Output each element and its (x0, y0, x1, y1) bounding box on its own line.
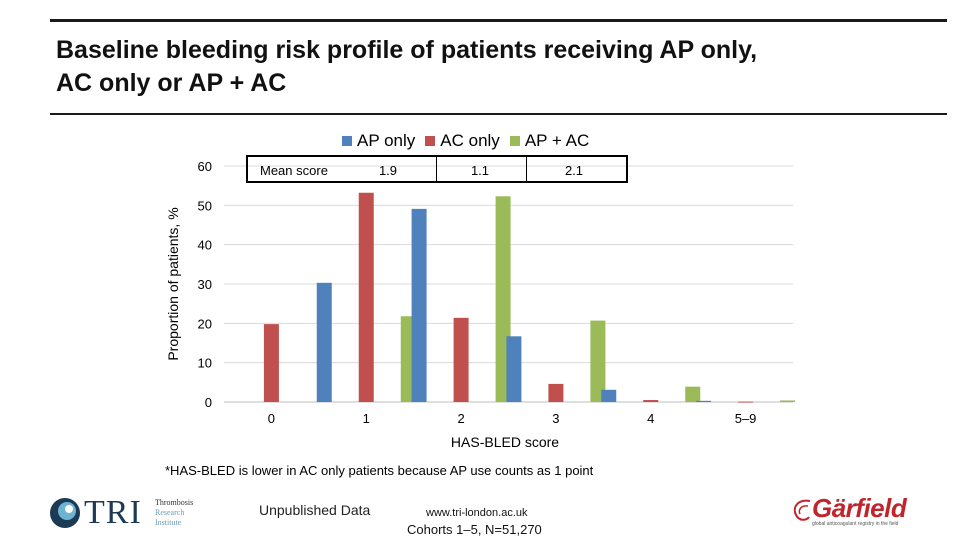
slide-title-line1: Baseline bleeding risk profile of patien… (56, 36, 758, 64)
tri-logo-sub1: Thrombosis (155, 498, 194, 507)
legend-swatch-ac-only (425, 136, 436, 146)
legend-swatch-ap-ac (509, 136, 520, 146)
garfield-logo-tagline: global anticoagulant registry in the fie… (812, 521, 899, 527)
bar-ac-only-0 (263, 324, 279, 402)
bar-ap-ac-5 (780, 400, 796, 402)
mean-score-ac-only: 1.1 (470, 163, 490, 178)
footnote: *HAS-BLED is lower in AC only patients b… (165, 463, 594, 478)
y-tick-label: 30 (198, 277, 212, 292)
x-axis-title: HAS-BLED score (451, 434, 559, 450)
x-tick-label: 0 (268, 411, 275, 426)
y-tick-label: 0 (205, 395, 212, 410)
bar-ac-only-4 (643, 400, 659, 402)
x-tick-label: 1 (363, 411, 370, 426)
x-tick-label: 5–9 (735, 411, 757, 426)
legend-label-ac-only: AC only (440, 131, 500, 150)
mean-score-ap-only: 1.9 (378, 163, 398, 178)
bar-ap-only-1 (316, 282, 332, 402)
y-tick-label: 40 (198, 238, 212, 253)
bar-ac-only-5 (738, 401, 754, 403)
mean-score-table: Mean score 1.9 1.1 2.1 (246, 155, 628, 183)
legend-item-ap-only: AP only (342, 131, 415, 151)
mean-score-divider (526, 157, 527, 181)
cohorts-note: Cohorts 1–5, N=51,270 (407, 522, 542, 537)
bar-ap-only-4 (601, 389, 617, 402)
tri-logo-sub2: Research (155, 508, 185, 517)
bar-ac-only-1 (358, 192, 374, 402)
x-tick-label: 4 (647, 411, 654, 426)
y-tick-label: 10 (198, 356, 212, 371)
bar-ap-only-3 (506, 336, 522, 402)
chart-legend: AP only AC only AP + AC (342, 131, 599, 151)
garfield-logo-name: Gärfield (812, 493, 907, 523)
tri-logo-name: TRI (84, 494, 142, 531)
legend-label-ap-only: AP only (357, 131, 416, 150)
unpublished-note: Unpublished Data (259, 502, 371, 518)
bar-ap-only-5 (696, 400, 712, 402)
mean-score-divider (436, 157, 437, 181)
title-rule (50, 113, 947, 115)
garfield-swirl-icon (793, 499, 811, 521)
website-url: www.tri-london.ac.uk (426, 507, 528, 519)
slide-title: Baseline bleeding risk profile of patien… (56, 34, 936, 100)
mean-score-ap-ac: 2.1 (564, 163, 584, 178)
tri-logo-subtitle: Thrombosis Research Institute (155, 498, 193, 528)
x-tick-label: 2 (457, 411, 464, 426)
x-tick-label: 3 (552, 411, 559, 426)
tri-logo-sub3: Institute (155, 518, 182, 527)
legend-item-ac-only: AC only (425, 131, 500, 151)
top-rule (50, 19, 947, 22)
mean-score-label: Mean score (260, 163, 328, 178)
y-tick-label: 60 (198, 159, 212, 174)
legend-label-ap-ac: AP + AC (524, 131, 590, 150)
tri-logo-mark-icon (50, 498, 80, 528)
legend-swatch-ap-only (342, 136, 352, 146)
legend-item-ap-ac: AP + AC (509, 131, 590, 151)
bar-ap-ac-4 (685, 386, 701, 402)
y-axis-title: Proportion of patients, % (165, 207, 181, 360)
bar-ac-only-3 (548, 383, 564, 402)
garfield-logo: Gärfield global anticoagulant registry i… (790, 493, 915, 529)
bar-ap-ac-3 (590, 320, 606, 402)
slide-title-line2: AC only or AP + AC (56, 69, 287, 97)
bar-ap-only-2 (411, 208, 427, 402)
y-tick-label: 20 (198, 316, 212, 331)
tri-logo: TRI Thrombosis Research Institute (48, 495, 208, 531)
bar-ac-only-2 (453, 317, 469, 402)
y-tick-label: 50 (198, 198, 212, 213)
